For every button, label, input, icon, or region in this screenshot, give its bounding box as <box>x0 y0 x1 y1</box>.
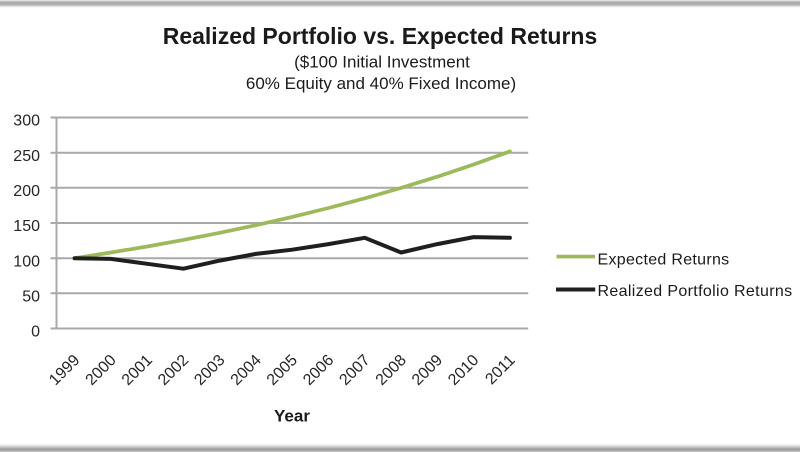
svg-text:0: 0 <box>31 324 40 341</box>
svg-text:Expected Returns: Expected Returns <box>598 252 730 269</box>
svg-text:Year: Year <box>274 407 310 426</box>
svg-text:Realized Portfolio vs. Expecte: Realized Portfolio vs. Expected Returns <box>163 23 598 49</box>
svg-text:Realized Portfolio Returns: Realized Portfolio Returns <box>598 283 793 300</box>
svg-text:150: 150 <box>13 218 40 235</box>
svg-text:60% Equity and 40% Fixed Incom: 60% Equity and 40% Fixed Income) <box>246 74 516 93</box>
svg-text:($100 Initial Investment: ($100 Initial Investment <box>294 53 470 72</box>
svg-text:100: 100 <box>13 253 40 270</box>
svg-text:50: 50 <box>22 289 40 306</box>
svg-text:200: 200 <box>13 183 40 200</box>
svg-text:300: 300 <box>13 113 40 130</box>
svg-text:250: 250 <box>13 148 40 165</box>
